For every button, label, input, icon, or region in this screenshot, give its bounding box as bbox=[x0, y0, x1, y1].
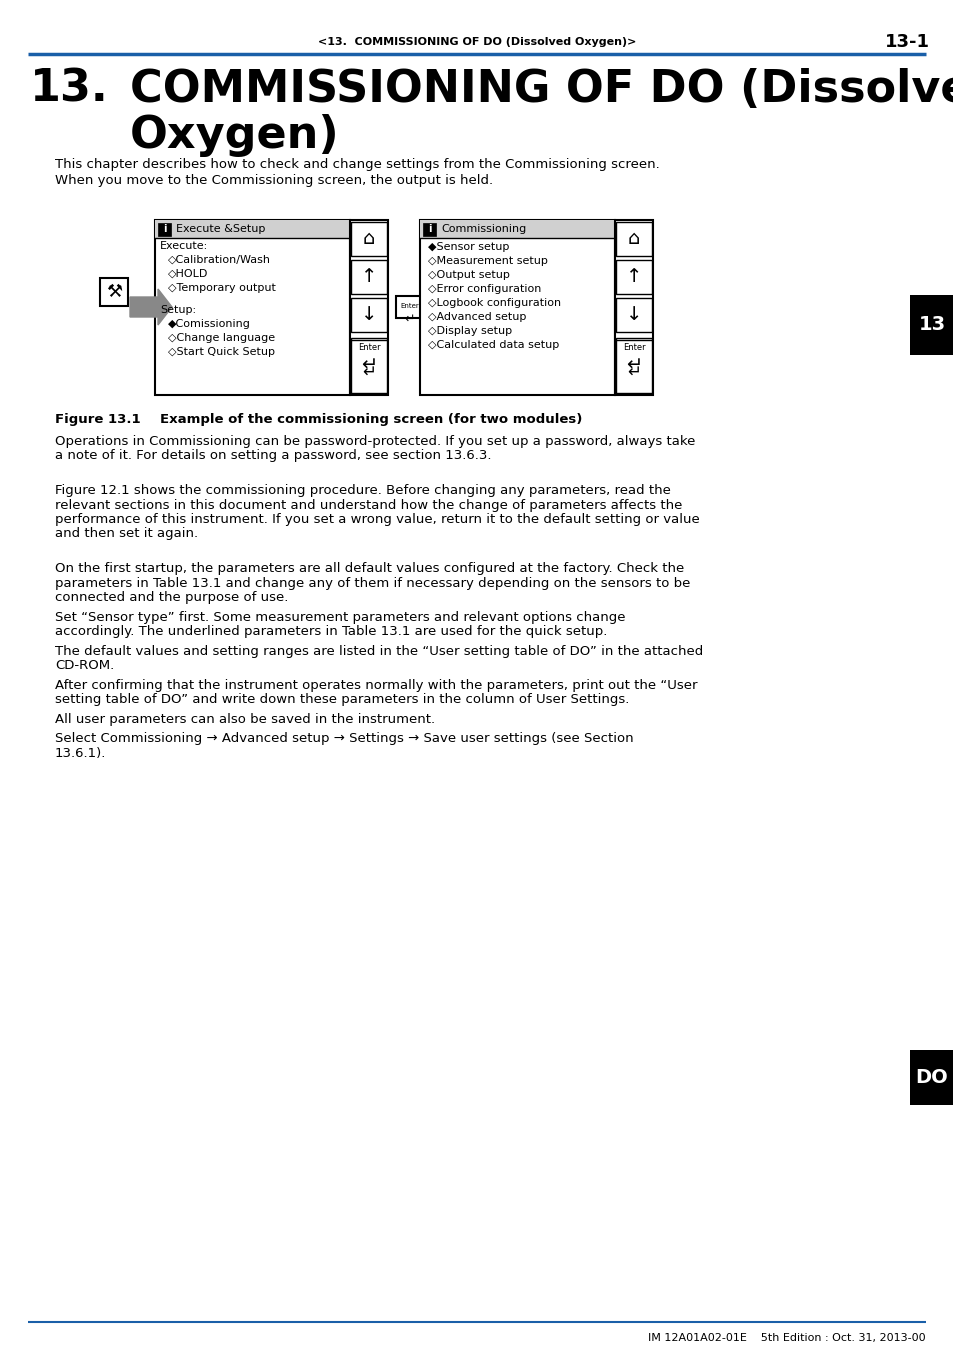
Text: After confirming that the instrument operates normally with the parameters, prin: After confirming that the instrument ope… bbox=[55, 679, 697, 691]
Bar bbox=[615, 220, 652, 396]
Bar bbox=[616, 339, 651, 393]
Text: 13.6.1).: 13.6.1). bbox=[55, 747, 107, 760]
Text: ⌂: ⌂ bbox=[362, 230, 375, 248]
Bar bbox=[351, 340, 387, 393]
Text: Execute &Setup: Execute &Setup bbox=[175, 224, 265, 234]
Text: ⚒: ⚒ bbox=[106, 284, 122, 301]
Text: Enter: Enter bbox=[622, 343, 644, 351]
Text: ↵: ↵ bbox=[625, 356, 641, 375]
Text: On the first startup, the parameters are all default values configured at the fa: On the first startup, the parameters are… bbox=[55, 562, 683, 575]
Text: IM 12A01A02-01E    5th Edition : Oct. 31, 2013-00: IM 12A01A02-01E 5th Edition : Oct. 31, 2… bbox=[648, 1332, 925, 1343]
Text: Operations in Commissioning can be password-protected. If you set up a password,: Operations in Commissioning can be passw… bbox=[55, 435, 695, 448]
Bar bbox=[154, 220, 350, 396]
Text: ◆Sensor setup: ◆Sensor setup bbox=[428, 242, 509, 252]
Bar bbox=[616, 340, 651, 393]
Text: ◇Calibration/Wash: ◇Calibration/Wash bbox=[168, 255, 271, 265]
Text: COMMISSIONING OF DO (Dissolved: COMMISSIONING OF DO (Dissolved bbox=[130, 68, 953, 111]
Bar bbox=[419, 220, 615, 396]
Text: a note of it. For details on setting a password, see section 13.6.3.: a note of it. For details on setting a p… bbox=[55, 450, 491, 463]
Text: Execute:: Execute: bbox=[160, 242, 208, 251]
Bar bbox=[616, 221, 651, 256]
Text: ↵: ↵ bbox=[362, 363, 375, 381]
Text: DO: DO bbox=[915, 1068, 947, 1087]
Text: ◇Error configuration: ◇Error configuration bbox=[428, 284, 540, 294]
Bar bbox=[351, 298, 387, 332]
Bar bbox=[909, 296, 953, 355]
Text: ◇Start Quick Setup: ◇Start Quick Setup bbox=[168, 347, 274, 356]
Bar bbox=[395, 296, 423, 319]
Text: CD-ROM.: CD-ROM. bbox=[55, 659, 114, 672]
Bar bbox=[351, 221, 387, 256]
Text: i: i bbox=[163, 224, 166, 235]
Text: ◇Measurement setup: ◇Measurement setup bbox=[428, 256, 547, 266]
Text: 13-1: 13-1 bbox=[884, 32, 929, 51]
Bar bbox=[100, 278, 128, 306]
Bar bbox=[909, 1050, 953, 1106]
Text: ◇Logbook configuration: ◇Logbook configuration bbox=[428, 298, 560, 308]
Text: Commissioning: Commissioning bbox=[440, 224, 526, 234]
Bar bbox=[351, 259, 387, 293]
Text: Oxygen): Oxygen) bbox=[130, 113, 339, 157]
Bar bbox=[422, 223, 436, 236]
Bar bbox=[351, 339, 387, 393]
Text: ◇Change language: ◇Change language bbox=[168, 333, 274, 343]
Text: Setup:: Setup: bbox=[160, 305, 196, 315]
Text: ↓: ↓ bbox=[360, 305, 376, 324]
Text: ↑: ↑ bbox=[625, 266, 641, 285]
Text: 13: 13 bbox=[918, 316, 944, 335]
Text: This chapter describes how to check and change settings from the Commissioning s: This chapter describes how to check and … bbox=[55, 158, 659, 171]
Text: 13.: 13. bbox=[30, 68, 109, 111]
Text: ◇Advanced setup: ◇Advanced setup bbox=[428, 312, 526, 323]
Text: ↑: ↑ bbox=[360, 266, 376, 285]
Text: Enter: Enter bbox=[400, 302, 419, 309]
Text: and then set it again.: and then set it again. bbox=[55, 528, 198, 540]
Text: ◇Display setup: ◇Display setup bbox=[428, 325, 512, 336]
Bar bbox=[350, 220, 388, 396]
Text: Figure 12.1 shows the commissioning procedure. Before changing any parameters, r: Figure 12.1 shows the commissioning proc… bbox=[55, 485, 670, 497]
Text: Select Commissioning → Advanced setup → Settings → Save user settings (see Secti: Select Commissioning → Advanced setup → … bbox=[55, 732, 633, 745]
Text: ◇HOLD: ◇HOLD bbox=[168, 269, 208, 279]
Text: accordingly. The underlined parameters in Table 13.1 are used for the quick setu: accordingly. The underlined parameters i… bbox=[55, 625, 607, 639]
Text: ↵: ↵ bbox=[404, 313, 415, 325]
Text: i: i bbox=[427, 224, 431, 235]
Text: Example of the commissioning screen (for two modules): Example of the commissioning screen (for… bbox=[160, 413, 581, 427]
Bar bbox=[158, 223, 171, 236]
Text: relevant sections in this document and understand how the change of parameters a: relevant sections in this document and u… bbox=[55, 498, 681, 512]
Text: ◇Calculated data setup: ◇Calculated data setup bbox=[428, 340, 558, 350]
Text: All user parameters can also be saved in the instrument.: All user parameters can also be saved in… bbox=[55, 713, 435, 725]
Text: parameters in Table 13.1 and change any of them if necessary depending on the se: parameters in Table 13.1 and change any … bbox=[55, 576, 690, 590]
Text: performance of this instrument. If you set a wrong value, return it to the defau: performance of this instrument. If you s… bbox=[55, 513, 699, 526]
Text: ◆Comissioning: ◆Comissioning bbox=[168, 319, 251, 329]
Text: setting table of DO” and write down these parameters in the column of User Setti: setting table of DO” and write down thes… bbox=[55, 693, 629, 706]
Text: When you move to the Commissioning screen, the output is held.: When you move to the Commissioning scree… bbox=[55, 174, 493, 188]
Text: ↓: ↓ bbox=[625, 305, 641, 324]
Text: ↵: ↵ bbox=[360, 356, 376, 375]
Text: Set “Sensor type” first. Some measurement parameters and relevant options change: Set “Sensor type” first. Some measuremen… bbox=[55, 610, 625, 624]
Text: ◇Output setup: ◇Output setup bbox=[428, 270, 509, 279]
Bar bbox=[616, 259, 651, 293]
Text: connected and the purpose of use.: connected and the purpose of use. bbox=[55, 591, 288, 603]
Text: The default values and setting ranges are listed in the “User setting table of D: The default values and setting ranges ar… bbox=[55, 644, 702, 657]
Text: ◇Temporary output: ◇Temporary output bbox=[168, 284, 275, 293]
Text: ⌂: ⌂ bbox=[627, 230, 639, 248]
Text: <13.  COMMISSIONING OF DO (Dissolved Oxygen)>: <13. COMMISSIONING OF DO (Dissolved Oxyg… bbox=[317, 36, 636, 47]
Bar bbox=[419, 220, 615, 238]
Bar bbox=[616, 298, 651, 332]
Text: Figure 13.1: Figure 13.1 bbox=[55, 413, 140, 427]
Text: ↵: ↵ bbox=[626, 363, 640, 381]
Polygon shape bbox=[130, 289, 172, 325]
Bar bbox=[154, 220, 350, 238]
Polygon shape bbox=[429, 289, 471, 325]
Text: Enter: Enter bbox=[357, 343, 380, 351]
